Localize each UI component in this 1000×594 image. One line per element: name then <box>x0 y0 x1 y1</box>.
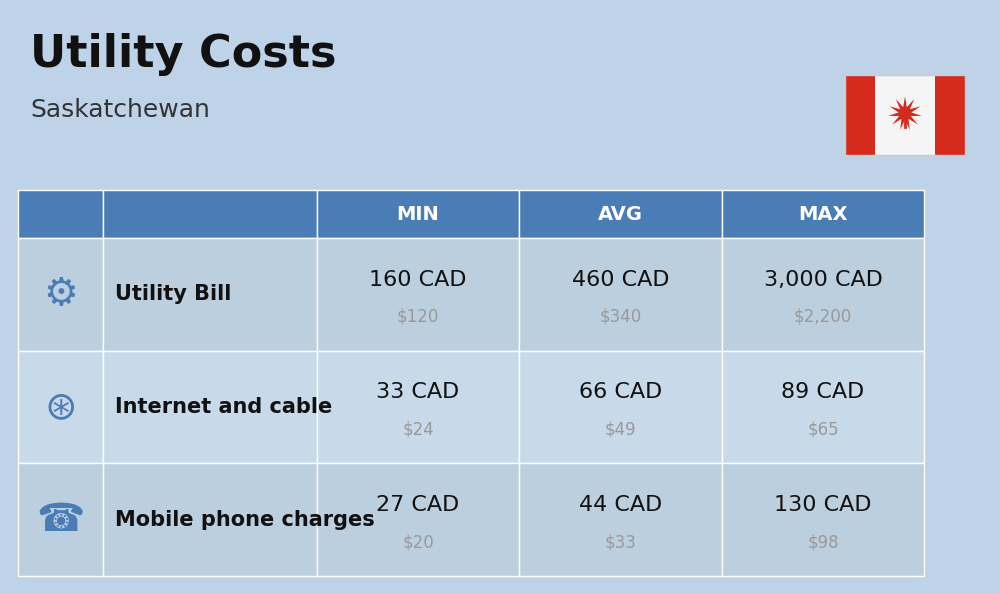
Bar <box>845 75 875 155</box>
Text: 33 CAD: 33 CAD <box>376 383 460 402</box>
Bar <box>722 238 924 350</box>
Text: ⊛: ⊛ <box>44 388 77 426</box>
Text: 44 CAD: 44 CAD <box>579 495 662 515</box>
Bar <box>722 463 924 576</box>
Text: $98: $98 <box>807 533 839 551</box>
Text: 66 CAD: 66 CAD <box>579 383 662 402</box>
Text: Utility Costs: Utility Costs <box>30 33 336 77</box>
Text: $65: $65 <box>807 421 839 438</box>
Bar <box>875 75 935 155</box>
Bar <box>317 238 519 350</box>
Bar <box>519 350 722 463</box>
Text: 460 CAD: 460 CAD <box>572 270 669 290</box>
Bar <box>103 350 317 463</box>
Text: 3,000 CAD: 3,000 CAD <box>764 270 882 290</box>
Bar <box>317 190 519 238</box>
Text: Saskatchewan: Saskatchewan <box>30 98 210 122</box>
Bar <box>845 75 965 155</box>
Bar <box>722 350 924 463</box>
Bar <box>519 190 722 238</box>
Text: 27 CAD: 27 CAD <box>376 495 460 515</box>
Text: Mobile phone charges: Mobile phone charges <box>115 510 375 530</box>
Text: Utility Bill: Utility Bill <box>115 285 231 304</box>
Bar <box>18 190 103 238</box>
Bar <box>103 190 317 238</box>
Bar <box>519 238 722 350</box>
Text: $2,200: $2,200 <box>794 308 852 326</box>
Text: 160 CAD: 160 CAD <box>369 270 467 290</box>
Text: $24: $24 <box>402 421 434 438</box>
Text: Internet and cable: Internet and cable <box>115 397 332 417</box>
Text: $33: $33 <box>605 533 636 551</box>
Text: ☎: ☎ <box>36 501 85 539</box>
Bar <box>317 463 519 576</box>
Bar <box>18 463 103 576</box>
Text: MAX: MAX <box>798 204 848 223</box>
Bar <box>935 75 965 155</box>
Bar <box>18 238 103 350</box>
Bar <box>317 350 519 463</box>
Bar <box>103 463 317 576</box>
Bar <box>103 238 317 350</box>
Bar <box>18 350 103 463</box>
Bar <box>519 463 722 576</box>
Text: 130 CAD: 130 CAD <box>774 495 872 515</box>
Text: $20: $20 <box>402 533 434 551</box>
Text: 89 CAD: 89 CAD <box>781 383 865 402</box>
Text: $340: $340 <box>599 308 642 326</box>
Text: MIN: MIN <box>397 204 439 223</box>
Bar <box>722 190 924 238</box>
Text: $49: $49 <box>605 421 636 438</box>
Text: AVG: AVG <box>598 204 643 223</box>
Text: $120: $120 <box>397 308 439 326</box>
PathPatch shape <box>888 96 922 129</box>
Text: ⚙: ⚙ <box>43 276 78 313</box>
